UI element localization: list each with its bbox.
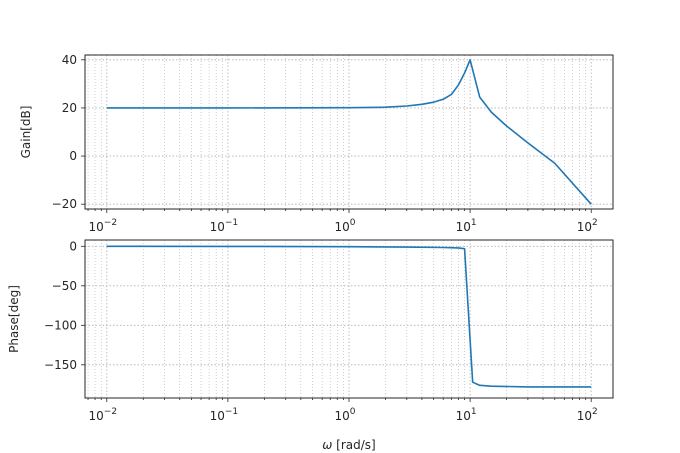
series-line (106, 245, 592, 388)
y-axis-title: Gain[dB] (19, 106, 33, 159)
plot-frame (84, 54, 614, 210)
x-tick-label: 101 (456, 407, 477, 423)
x-tick-label: 10−2 (89, 407, 118, 423)
x-tick-label: 10−1 (210, 407, 239, 423)
x-tick-label: 102 (577, 407, 598, 423)
y-tick-label: 0 (69, 149, 77, 163)
y-axis-title: Phase[deg] (7, 285, 21, 353)
y-tick-label: 0 (69, 239, 77, 253)
x-tick-label: 10−1 (210, 218, 239, 234)
x-tick-label: 10−2 (89, 218, 118, 234)
x-tick-label: 100 (334, 407, 355, 423)
x-axis-title: ω [rad/s] (322, 438, 375, 452)
gain-panel: 10−2 10−1 100 101 102 40 20 0 −20 Gain[dB] (19, 53, 614, 234)
y-tick-label: −100 (44, 318, 77, 332)
x-tick-label: 100 (334, 218, 355, 234)
x-tick-label: 102 (577, 218, 598, 234)
phase-panel: 10−2 10−1 100 101 102 0 −50 −100 −150 Phase[deg] ω… (7, 239, 614, 452)
y-tick-label: −20 (52, 197, 77, 211)
series-line (106, 59, 592, 205)
y-tick-label: 20 (62, 101, 77, 115)
y-tick-label: −150 (44, 358, 77, 372)
plot-frame (84, 239, 614, 399)
y-tick-label: 40 (62, 53, 77, 67)
x-tick-label: 101 (456, 218, 477, 234)
y-tick-label: −50 (52, 279, 77, 293)
